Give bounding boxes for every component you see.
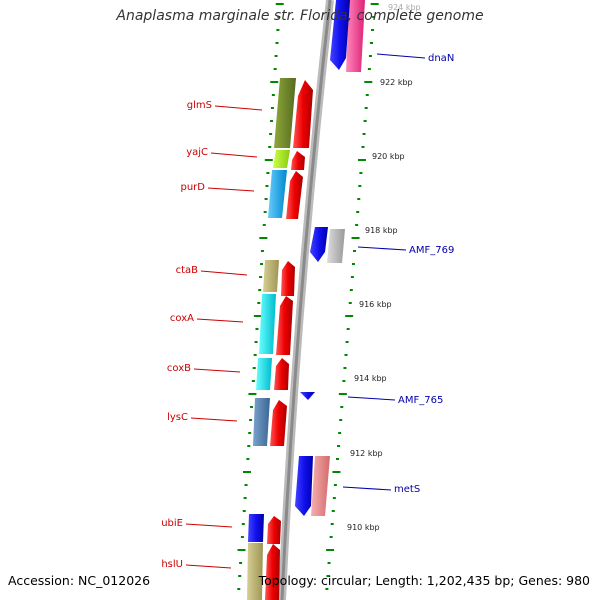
genome-summary-label: Topology: circular; Length: 1,202,435 bp…: [258, 573, 590, 588]
gene-label-yajC[interactable]: yajC: [186, 147, 208, 158]
leader-metS: [342, 486, 392, 491]
tick-track: [237, 3, 379, 590]
ruler-label-922: 922 kbp: [380, 78, 413, 87]
cds-AMF_769-arrow[interactable]: [310, 227, 328, 262]
cds-lysC-arrow[interactable]: [270, 400, 287, 446]
gene-label-hslU[interactable]: hslU: [161, 559, 183, 570]
ruler-label-920: 920 kbp: [372, 152, 405, 161]
gene-label-metS[interactable]: metS: [394, 484, 420, 495]
cds-coxA-arrow[interactable]: [276, 296, 293, 355]
leader-coxB: [193, 368, 241, 373]
feature-hslU-cog[interactable]: [247, 543, 263, 600]
gene-label-glmS[interactable]: glmS: [187, 100, 212, 111]
feature-purD-cog[interactable]: [268, 170, 287, 218]
cds-dnaN-arrow[interactable]: [330, 0, 350, 70]
cds-hslU-arrow[interactable]: [265, 544, 280, 600]
cds-ubiE-arrow[interactable]: [267, 516, 281, 544]
ruler-label-918: 918 kbp: [365, 226, 398, 235]
feature-yajC-cog[interactable]: [273, 150, 290, 168]
gene-label-coxA[interactable]: coxA: [170, 313, 194, 324]
ruler-label-912: 912 kbp: [350, 449, 383, 458]
leader-lysC: [190, 417, 238, 422]
ruler-label-924: 924 kbp: [388, 3, 421, 12]
leader-dnaN: [376, 53, 426, 59]
feature-dnaN-cog[interactable]: [346, 0, 365, 72]
ruler-label-910: 910 kbp: [347, 523, 380, 532]
feature-lysC-cog[interactable]: [253, 398, 270, 446]
map-title: Anaplasma marginale str. Florida, comple…: [116, 8, 484, 24]
cds-metS-arrow[interactable]: [295, 456, 313, 516]
gene-label-coxB[interactable]: coxB: [167, 363, 191, 374]
gene-label-AMF_769[interactable]: AMF_769: [409, 245, 454, 256]
feature-metS-cog[interactable]: [311, 456, 330, 516]
gene-label-ubiE[interactable]: ubiE: [161, 518, 183, 529]
genome-backbone-core: [280, 0, 332, 600]
accession-label: Accession: NC_012026: [8, 573, 151, 588]
gene-label-purD[interactable]: purD: [181, 182, 206, 193]
leader-coxA: [196, 318, 244, 323]
leader-ubiE: [185, 523, 233, 528]
ruler-label-914: 914 kbp: [354, 374, 387, 383]
gene-label-dnaN[interactable]: dnaN: [428, 53, 454, 64]
cds-yajC-arrow[interactable]: [291, 151, 305, 170]
leader-hslU: [185, 564, 232, 569]
gene-label-lysC[interactable]: lysC: [167, 412, 188, 423]
leader-ctaB: [200, 270, 248, 276]
leader-purD: [207, 187, 255, 192]
feature-coxB-cog[interactable]: [256, 358, 272, 390]
cds-ctaB-arrow[interactable]: [281, 261, 295, 296]
feature-AMF_769-cog[interactable]: [327, 229, 345, 263]
cds-coxB-arrow[interactable]: [274, 358, 289, 390]
leader-AMF_765: [347, 396, 396, 401]
gene-label-AMF_765[interactable]: AMF_765: [398, 395, 443, 406]
cds-purD-arrow[interactable]: [286, 171, 303, 219]
leader-glmS: [214, 105, 263, 111]
leader-yajC: [210, 152, 258, 158]
cds-glmS-arrow[interactable]: [293, 80, 313, 148]
gene-label-ctaB[interactable]: ctaB: [176, 265, 199, 276]
leader-AMF_769: [357, 246, 407, 251]
feature-ctaB-cog[interactable]: [263, 260, 279, 292]
ruler-label-916: 916 kbp: [359, 300, 392, 309]
feature-ubiE-cog[interactable]: [248, 514, 264, 542]
feature-coxA-cog[interactable]: [259, 294, 276, 354]
feature-glmS-cog[interactable]: [274, 78, 296, 148]
cds-AMF_765-arrow[interactable]: [300, 392, 315, 400]
